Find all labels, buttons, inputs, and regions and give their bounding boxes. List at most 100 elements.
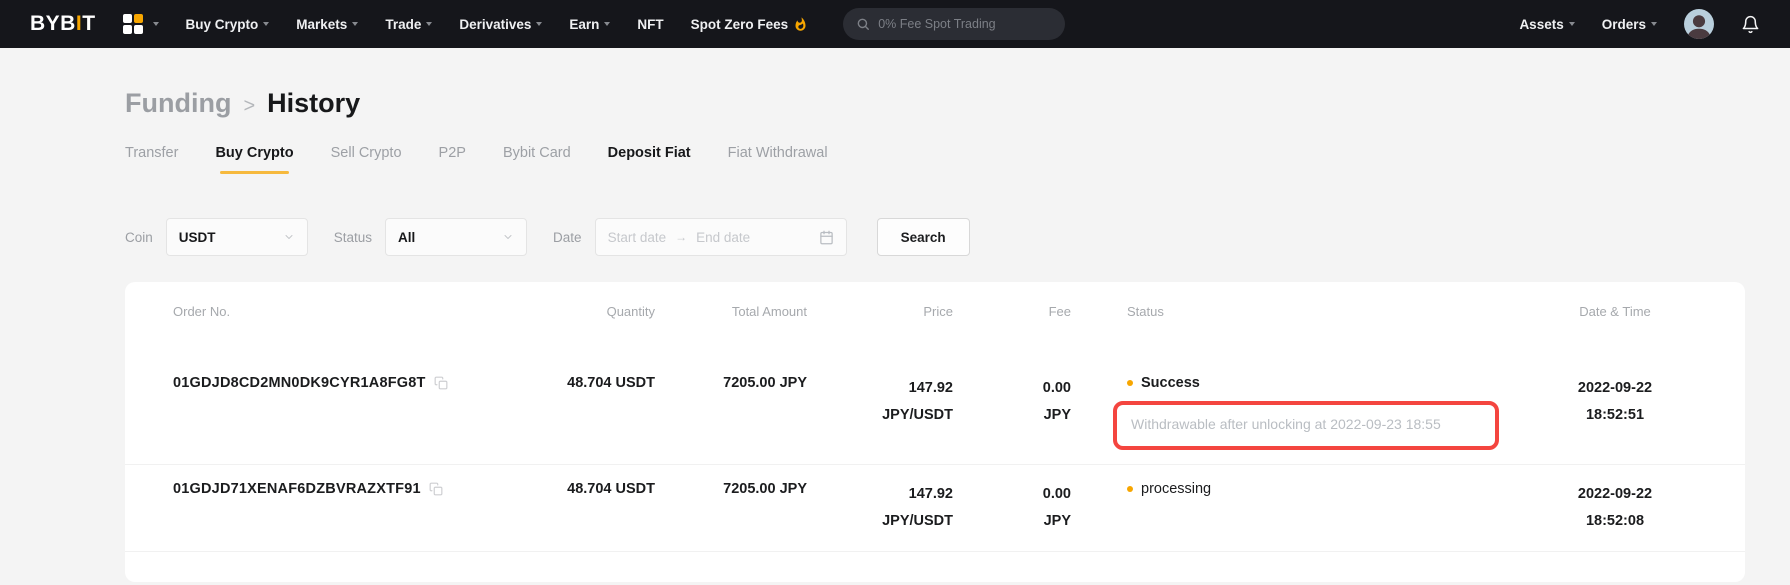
chevron-down-icon bbox=[1568, 22, 1575, 26]
tab-transfer[interactable]: Transfer bbox=[125, 145, 179, 161]
chevron-down-icon bbox=[604, 22, 611, 26]
notifications-bell-icon[interactable] bbox=[1741, 15, 1760, 34]
status-dot-icon bbox=[1127, 380, 1133, 386]
avatar-silhouette-icon bbox=[1686, 15, 1712, 39]
chevron-down-icon bbox=[263, 22, 270, 26]
nav-assets[interactable]: Assets bbox=[1519, 16, 1575, 32]
quantity-cell: 48.704 USDT bbox=[567, 481, 655, 498]
nav-derivatives[interactable]: Derivatives bbox=[459, 16, 543, 32]
status-badge: processing bbox=[1127, 481, 1533, 497]
range-arrow: → bbox=[675, 230, 688, 244]
order-no-cell: 01GDJD71XENAF6DZBVRAZXTF91 bbox=[173, 481, 545, 535]
date-range-picker[interactable]: Start date → End date bbox=[594, 218, 847, 256]
main-content: Funding > History Transfer Buy Crypto Se… bbox=[0, 88, 1790, 582]
end-date-input[interactable]: End date bbox=[696, 229, 751, 245]
logo-accent: I bbox=[75, 12, 83, 35]
chevron-down-icon bbox=[285, 235, 293, 239]
nav-trade[interactable]: Trade bbox=[385, 16, 433, 32]
coin-filter-label: Coin bbox=[125, 229, 153, 245]
status-filter-label: Status bbox=[333, 229, 373, 245]
tab-buy-crypto[interactable]: Buy Crypto bbox=[215, 145, 294, 174]
breadcrumb-separator: > bbox=[243, 95, 256, 117]
total-amount-cell: 7205.00 JPY bbox=[723, 375, 807, 391]
nav-earn[interactable]: Earn bbox=[569, 17, 611, 32]
status-text: Success bbox=[1141, 375, 1200, 391]
breadcrumb: Funding > History bbox=[125, 88, 1745, 119]
search-button[interactable]: Search bbox=[876, 218, 970, 256]
tab-fiat-withdrawal[interactable]: Fiat Withdrawal bbox=[727, 145, 828, 161]
copy-icon[interactable] bbox=[434, 376, 448, 390]
col-quantity: Quantity bbox=[606, 304, 655, 319]
nav-markets[interactable]: Markets bbox=[296, 16, 359, 32]
fee-unit: JPY bbox=[1043, 512, 1071, 529]
price-value: 147.92 bbox=[908, 486, 953, 503]
apps-grid-menu[interactable] bbox=[122, 14, 159, 34]
grid-cell bbox=[133, 25, 143, 34]
status-cell: Success Withdrawable after unlocking at … bbox=[1071, 375, 1533, 451]
nav-label: Assets bbox=[1519, 16, 1564, 32]
top-navbar: BYB I T Buy Crypto Markets Trade Derivativ… bbox=[0, 0, 1790, 48]
calendar-icon bbox=[819, 230, 834, 245]
col-price: Price bbox=[923, 304, 953, 319]
nav-orders[interactable]: Orders bbox=[1602, 17, 1657, 32]
col-order-no: Order No. bbox=[173, 304, 231, 319]
fee-unit: JPY bbox=[1043, 406, 1071, 423]
order-no: 01GDJD71XENAF6DZBVRAZXTF91 bbox=[173, 481, 421, 498]
fee-value: 0.00 bbox=[1042, 486, 1071, 503]
logo-text: BYB bbox=[30, 12, 76, 35]
apps-grid-icon bbox=[122, 14, 143, 34]
price-unit: JPY/USDT bbox=[882, 406, 953, 423]
nav-spot-zero-fees[interactable]: Spot Zero Fees bbox=[691, 17, 809, 32]
chevron-down-icon bbox=[152, 22, 159, 26]
chevron-down-icon bbox=[426, 22, 433, 26]
logo-text: T bbox=[82, 12, 96, 35]
order-no-cell: 01GDJD8CD2MN0DK9CYR1A8FG8T bbox=[173, 375, 545, 450]
grid-cell bbox=[122, 25, 132, 34]
date-filter-label: Date bbox=[553, 229, 582, 245]
nav-nft[interactable]: NFT bbox=[637, 17, 663, 32]
copy-icon[interactable] bbox=[429, 482, 443, 496]
annotation-highlight-box: Withdrawable after unlocking at 2022-09-… bbox=[1113, 401, 1499, 451]
tab-sell-crypto[interactable]: Sell Crypto bbox=[330, 145, 402, 161]
search-icon bbox=[857, 18, 870, 30]
start-date-input[interactable]: Start date bbox=[607, 229, 667, 245]
tab-bybit-card[interactable]: Bybit Card bbox=[502, 145, 571, 161]
status-text: processing bbox=[1141, 481, 1212, 498]
nav-label: Derivatives bbox=[459, 16, 532, 32]
price-value: 147.92 bbox=[908, 380, 953, 396]
tab-p2p[interactable]: P2P bbox=[438, 145, 466, 161]
date-value: 2022-09-22 bbox=[1577, 380, 1653, 396]
nav-label: Markets bbox=[296, 16, 348, 32]
status-select[interactable]: All bbox=[385, 218, 528, 256]
chevron-down-icon bbox=[536, 22, 543, 26]
tab-deposit-fiat[interactable]: Deposit Fiat bbox=[607, 145, 691, 161]
status-badge: Success bbox=[1127, 375, 1533, 391]
navbar-search-box[interactable] bbox=[843, 8, 1066, 40]
search-input[interactable] bbox=[878, 17, 1039, 31]
nav-label: Trade bbox=[385, 16, 422, 32]
filter-bar: Coin USDT Status All Date Start date → E… bbox=[125, 218, 1745, 256]
chevron-down-icon bbox=[352, 22, 359, 26]
nav-label: NFT bbox=[637, 16, 664, 32]
order-no: 01GDJD8CD2MN0DK9CYR1A8FG8T bbox=[173, 375, 426, 391]
price-cell: 147.92 JPY/USDT bbox=[807, 375, 953, 450]
user-avatar[interactable] bbox=[1684, 9, 1714, 39]
fee-cell: 0.00 JPY bbox=[953, 481, 1071, 535]
history-tabs: Transfer Buy Crypto Sell Crypto P2P Bybi… bbox=[125, 145, 1745, 174]
total-amount-cell: 7205.00 JPY bbox=[723, 481, 807, 498]
nav-label: Buy Crypto bbox=[185, 16, 259, 32]
fee-cell: 0.00 JPY bbox=[953, 375, 1071, 450]
page-title: History bbox=[267, 88, 361, 118]
coin-select[interactable]: USDT bbox=[165, 218, 308, 256]
breadcrumb-parent[interactable]: Funding bbox=[125, 88, 232, 118]
table-row: 01GDJD8CD2MN0DK9CYR1A8FG8T 48.704 USDT 7… bbox=[125, 335, 1745, 466]
bybit-logo[interactable]: BYB I T bbox=[30, 12, 96, 36]
time-value: 18:52:08 bbox=[1585, 512, 1645, 529]
nav-buy-crypto[interactable]: Buy Crypto bbox=[186, 17, 270, 32]
col-date-time: Date & Time bbox=[1579, 304, 1651, 319]
chevron-down-icon bbox=[504, 235, 512, 239]
time-value: 18:52:51 bbox=[1585, 406, 1645, 423]
col-total-amount: Total Amount bbox=[731, 304, 807, 319]
flame-icon bbox=[795, 16, 806, 31]
coin-select-value: USDT bbox=[178, 229, 216, 245]
